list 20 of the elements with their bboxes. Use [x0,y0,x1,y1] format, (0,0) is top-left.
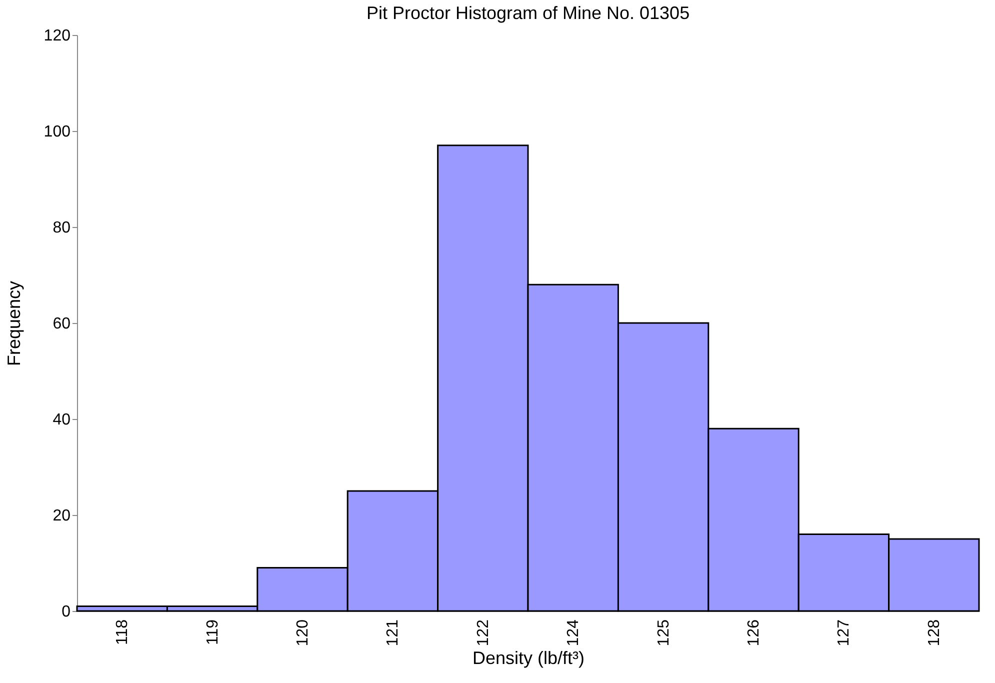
y-tick-label: 40 [52,412,71,428]
y-tick-label: 80 [52,220,71,236]
y-axis-title: Frequency [4,280,24,366]
x-tick-label: 120 [294,619,312,646]
x-tick-label: 128 [926,619,943,646]
y-tick-label: 100 [44,124,71,140]
x-tick-label: 121 [384,619,402,646]
x-tick-label: 126 [746,619,762,646]
y-tick-label: 120 [44,28,71,44]
x-tick-label: 119 [204,619,222,646]
y-tick-label: 20 [52,508,71,524]
x-tick-label: 118 [114,619,132,646]
y-tick-label: 0 [62,604,71,620]
y-tick-label: 60 [52,316,71,332]
x-tick-label: 122 [474,619,492,646]
chart-title: Pit Proctor Histogram of Mine No. 01305 [366,3,690,23]
x-tick-label: 127 [836,619,853,646]
x-axis-title: Density (lb/ft³) [472,648,585,668]
x-tick-label: 124 [565,619,582,646]
x-tick-label: 125 [655,619,672,646]
